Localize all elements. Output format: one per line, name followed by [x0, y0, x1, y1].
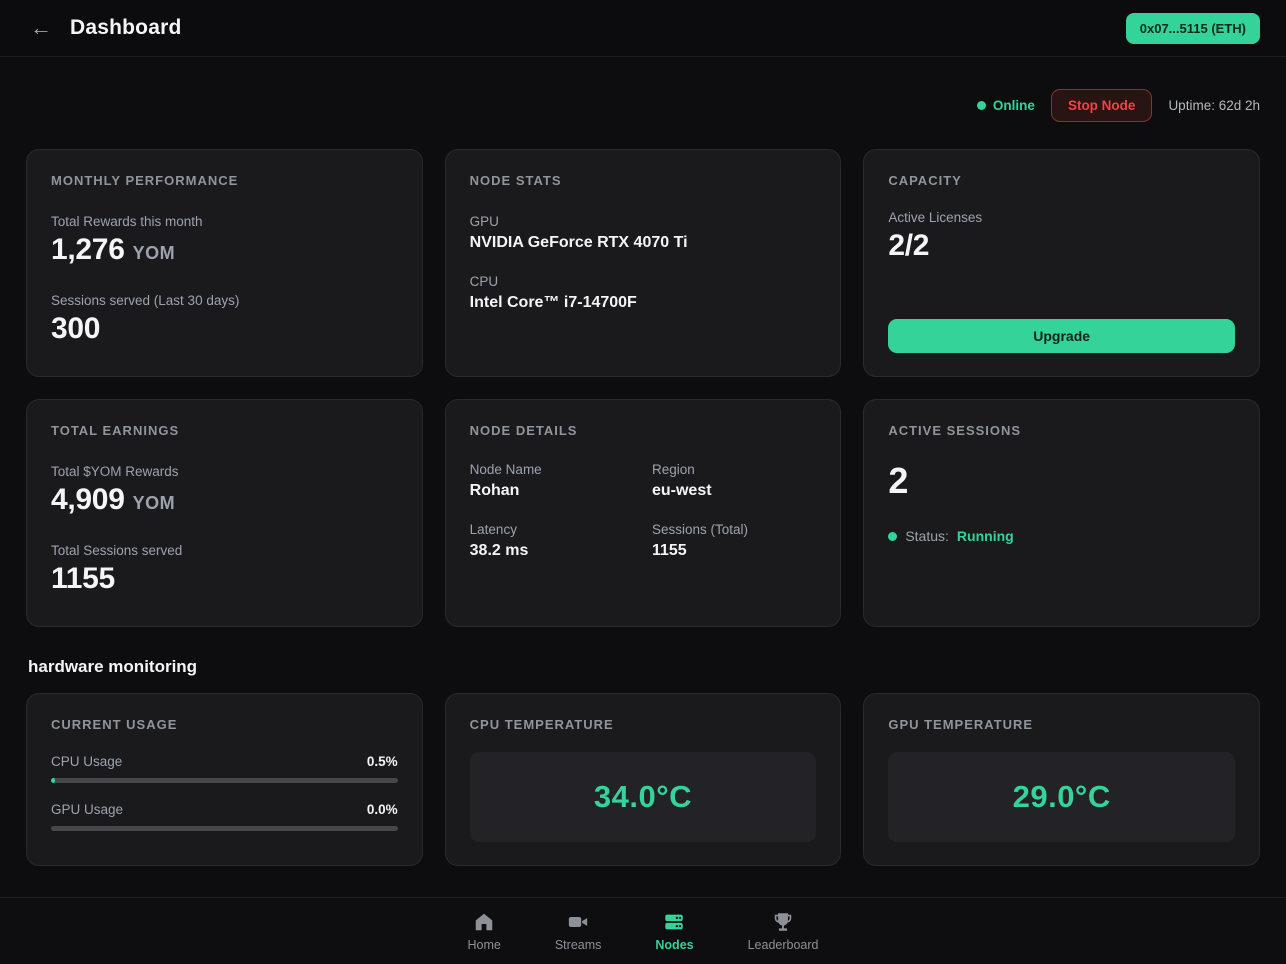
total-rewards-unit: YOM	[132, 493, 176, 513]
active-licenses-value: 2/2	[888, 229, 930, 262]
bottom-navigation: Home Streams Nodes Leaderboard	[0, 897, 1286, 964]
active-sessions-count: 2	[888, 460, 909, 501]
latency-label: Latency	[469, 522, 517, 537]
card-title: GPU TEMPERATURE	[888, 717, 1034, 732]
latency-value: 38.2 ms	[469, 542, 529, 559]
card-title: ACTIVE SESSIONS	[888, 423, 1022, 438]
cpu-label: CPU	[469, 274, 499, 289]
sessions-total-value: 1155	[651, 542, 687, 559]
node-details-grid: Node Name Rohan Region eu-west Latency 3…	[470, 462, 817, 560]
region-value: eu-west	[651, 482, 712, 499]
node-stats-card: NODE STATS GPU NVIDIA GeForce RTX 4070 T…	[444, 149, 842, 377]
total-sessions-value: 1155	[51, 562, 115, 595]
server-stack-icon	[663, 911, 685, 933]
node-status-bar: Online Stop Node Uptime: 62d 2h	[26, 87, 1260, 123]
node-name-field: Node Name Rohan	[470, 462, 634, 500]
total-sessions-label: Total Sessions served	[51, 543, 183, 558]
total-rewards-number: 4,909	[51, 483, 125, 516]
node-name-value: Rohan	[469, 482, 520, 499]
top-bar: ← Dashboard 0x07...5115 (ETH)	[0, 0, 1286, 57]
stop-node-button[interactable]: Stop Node	[1050, 88, 1153, 122]
card-title: NODE STATS	[469, 173, 562, 188]
trophy-icon	[772, 911, 794, 933]
cpu-temperature-card: CPU TEMPERATURE 34.0°C	[444, 693, 842, 866]
gpu-value: NVIDIA GeForce RTX 4070 Ti	[469, 234, 688, 251]
capacity-card: CAPACITY Active Licenses 2/2 Upgrade	[863, 149, 1260, 377]
online-status: Online	[976, 97, 1035, 113]
total-rewards-value: 4,909 YOM	[51, 483, 398, 517]
gpu-temperature-value: 29.0°C	[1012, 779, 1111, 814]
hardware-card-grid: CURRENT USAGE CPU Usage 0.5% GPU Usage 0…	[26, 693, 1260, 866]
nav-label-home: Home	[467, 937, 501, 952]
region-label: Region	[651, 462, 695, 477]
status-value: Running	[956, 528, 1014, 544]
nav-item-home[interactable]: Home	[468, 911, 501, 952]
node-name-label: Node Name	[469, 462, 542, 477]
cpu-usage-value: 0.5%	[366, 754, 398, 769]
online-label: Online	[992, 97, 1035, 113]
page-title: Dashboard	[70, 16, 182, 39]
cpu-usage-bar	[51, 778, 398, 783]
gpu-usage-label: GPU Usage	[51, 802, 124, 817]
region-field: Region eu-west	[652, 462, 816, 500]
online-dot-icon	[976, 100, 986, 110]
cpu-temperature-box: 34.0°C	[469, 752, 817, 842]
gpu-usage-row: GPU Usage 0.0%	[51, 802, 398, 831]
gpu-usage-value: 0.0%	[366, 802, 398, 817]
monthly-performance-card: MONTHLY PERFORMANCE Total Rewards this m…	[26, 149, 423, 377]
wallet-address-badge[interactable]: 0x07...5115 (ETH)	[1125, 12, 1260, 44]
uptime-text: Uptime: 62d 2h	[1168, 97, 1260, 113]
cpu-usage-label: CPU Usage	[51, 754, 123, 769]
home-icon	[473, 911, 495, 933]
rewards-value: 1,276 YOM	[51, 233, 398, 267]
cpu-usage-row: CPU Usage 0.5%	[51, 754, 398, 783]
upgrade-button[interactable]: Upgrade	[888, 319, 1235, 353]
node-details-card: NODE DETAILS Node Name Rohan Region eu-w…	[444, 399, 842, 627]
active-sessions-card: ACTIVE SESSIONS 2 Status: Running	[863, 399, 1260, 627]
card-title: CAPACITY	[888, 173, 962, 188]
back-arrow-icon[interactable]: ←	[26, 15, 56, 41]
stats-card-grid: MONTHLY PERFORMANCE Total Rewards this m…	[26, 149, 1260, 627]
gpu-usage-bar	[51, 826, 398, 831]
rewards-label: Total Rewards this month	[51, 214, 203, 229]
total-earnings-card: TOTAL EARNINGS Total $YOM Rewards 4,909 …	[26, 399, 423, 627]
card-title: CURRENT USAGE	[51, 717, 178, 732]
card-title: TOTAL EARNINGS	[51, 423, 180, 438]
nav-label-nodes: Nodes	[655, 937, 694, 952]
latency-field: Latency 38.2 ms	[470, 522, 634, 560]
nav-label-streams: Streams	[554, 937, 602, 952]
sessions-value: 300	[51, 312, 101, 345]
rewards-unit: YOM	[132, 243, 176, 263]
current-usage-card: CURRENT USAGE CPU Usage 0.5% GPU Usage 0…	[26, 693, 423, 866]
video-camera-icon	[567, 911, 589, 933]
hardware-monitoring-heading: hardware monitoring	[28, 657, 198, 676]
active-licenses-label: Active Licenses	[888, 210, 983, 225]
gpu-temperature-box: 29.0°C	[888, 752, 1235, 842]
nav-item-streams[interactable]: Streams	[554, 911, 602, 952]
card-title: MONTHLY PERFORMANCE	[51, 173, 239, 188]
card-title: CPU TEMPERATURE	[469, 717, 614, 732]
running-dot-icon	[888, 531, 898, 541]
cpu-usage-bar-fill	[51, 778, 55, 783]
cpu-value: Intel Core™ i7-14700F	[469, 294, 637, 311]
gpu-label: GPU	[469, 214, 499, 229]
gpu-temperature-card: GPU TEMPERATURE 29.0°C	[863, 693, 1260, 866]
nav-item-nodes[interactable]: Nodes	[655, 911, 694, 952]
node-status-line: Status: Running	[888, 528, 1235, 544]
sessions-label: Sessions served (Last 30 days)	[51, 293, 240, 308]
cpu-temperature-value: 34.0°C	[593, 779, 693, 814]
nav-label-leaderboard: Leaderboard	[747, 937, 819, 952]
rewards-number: 1,276	[51, 233, 125, 266]
sessions-total-field: Sessions (Total) 1155	[652, 522, 816, 560]
status-label: Status:	[905, 528, 949, 544]
main-content: Online Stop Node Uptime: 62d 2h MONTHLY …	[0, 87, 1286, 866]
sessions-total-label: Sessions (Total)	[651, 522, 749, 537]
card-title: NODE DETAILS	[469, 423, 578, 438]
total-rewards-label: Total $YOM Rewards	[51, 464, 179, 479]
nav-item-leaderboard[interactable]: Leaderboard	[748, 911, 819, 952]
